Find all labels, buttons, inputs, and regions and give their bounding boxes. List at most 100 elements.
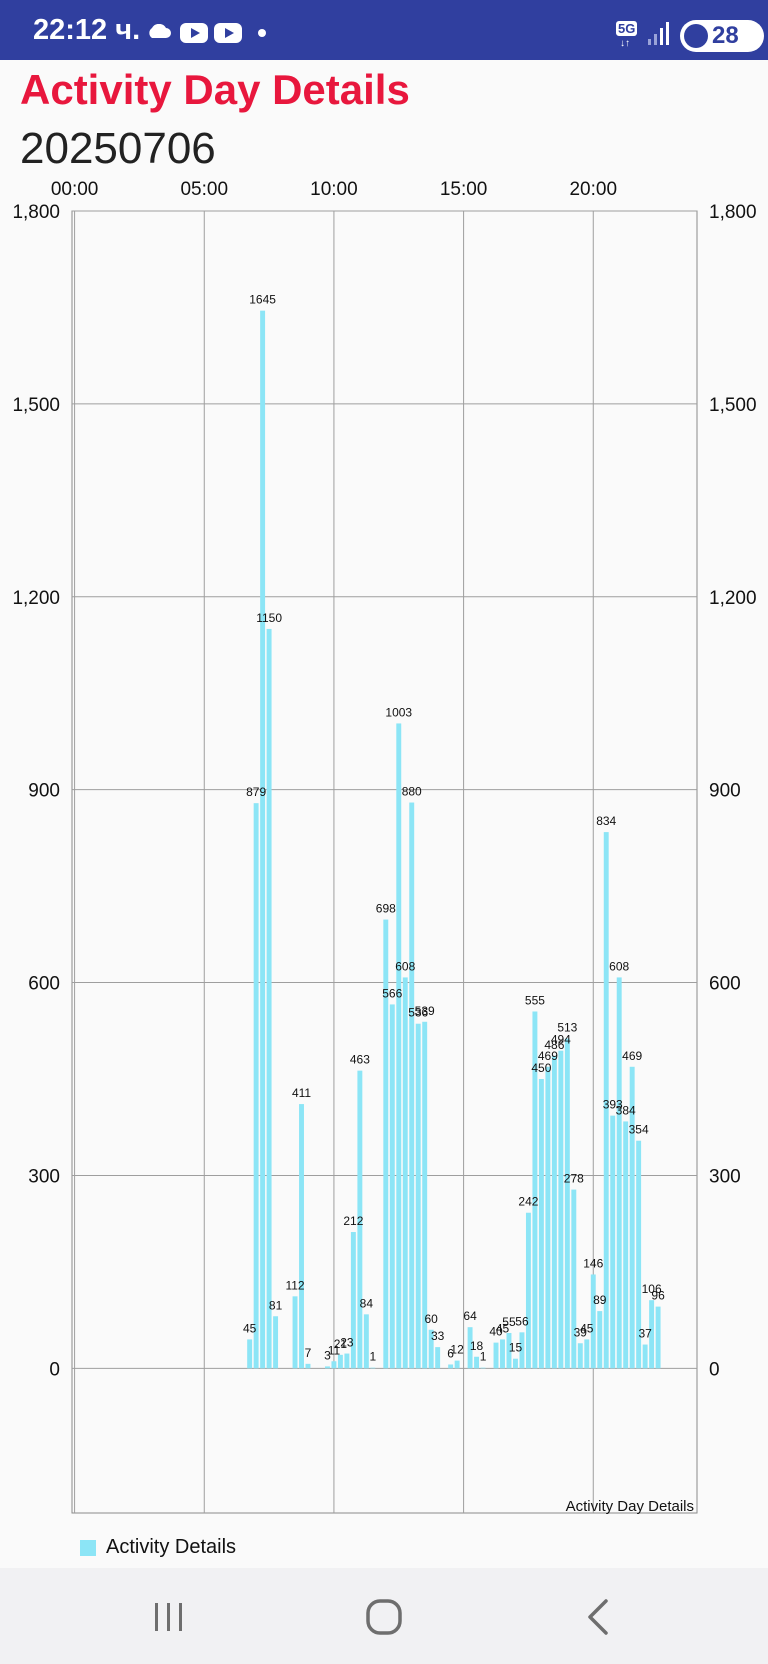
bar-value-label: 12: [450, 1343, 464, 1357]
bar-value-label: 469: [622, 1049, 642, 1063]
y-tick-label-left: 600: [28, 974, 60, 995]
bar: [363, 1314, 369, 1369]
bar: [597, 1311, 603, 1369]
recent-apps-icon[interactable]: [138, 1592, 198, 1642]
bar-value-label: 1003: [385, 705, 412, 719]
bar-value-label: 486: [544, 1038, 564, 1052]
bar-value-label: 21: [334, 1337, 348, 1351]
bar: [454, 1360, 460, 1369]
bar-value-label: 64: [463, 1309, 477, 1323]
bar-value-label: 393: [603, 1098, 623, 1112]
y-tick-label-right: 300: [709, 1166, 741, 1187]
bar: [538, 1079, 544, 1369]
bar-value-label: 112: [285, 1278, 304, 1292]
bar-value-label: 106: [642, 1282, 662, 1296]
page-title: Activity Day Details: [20, 66, 410, 113]
chart-grid: [71, 210, 698, 1514]
bar-value-label: 40: [489, 1325, 503, 1339]
bar-value-label: 469: [538, 1049, 558, 1063]
bar: [558, 1050, 564, 1369]
bar: [383, 919, 389, 1369]
bar: [623, 1121, 629, 1369]
bar: [649, 1300, 655, 1369]
bar: [389, 1004, 395, 1369]
bar-value-label: 45: [243, 1321, 257, 1335]
y-tick-label-right: 0: [709, 1359, 720, 1380]
bar: [506, 1332, 512, 1369]
x-tick-label: 15:00: [440, 179, 488, 200]
bar: [435, 1347, 441, 1369]
bar-value-label: 354: [629, 1123, 649, 1137]
bar: [513, 1358, 518, 1369]
bar: [467, 1327, 473, 1369]
bar: [564, 1038, 570, 1369]
bar-value-label: 1: [480, 1350, 487, 1364]
bar: [629, 1066, 635, 1369]
bar: [474, 1356, 480, 1369]
bar-value-label: 11: [328, 1343, 341, 1357]
bar-value-label: 608: [609, 959, 629, 973]
bar-value-label: 1645: [249, 293, 276, 307]
bar: [448, 1364, 454, 1369]
youtube-icon: [180, 23, 208, 43]
home-icon[interactable]: [354, 1592, 414, 1642]
bar: [337, 1354, 343, 1369]
bar-value-label: 566: [382, 986, 402, 1000]
y-tick-label-left: 1,800: [12, 202, 60, 223]
signal-icon: [648, 22, 669, 45]
battery-saver-icon: [684, 24, 708, 48]
bar-value-label: 494: [551, 1033, 571, 1047]
bar: [415, 1023, 421, 1369]
bar: [500, 1339, 505, 1369]
navigation-bar: [0, 1568, 768, 1664]
bar: [551, 1055, 557, 1369]
bar: [247, 1339, 253, 1369]
bar-value-label: 55: [502, 1315, 516, 1329]
bar-value-label: 3: [324, 1348, 331, 1362]
bar: [402, 977, 408, 1369]
bar-value-label: 555: [525, 993, 545, 1007]
bar: [493, 1342, 499, 1369]
bar: [525, 1212, 531, 1369]
y-tick-label-right: 900: [709, 781, 741, 802]
bar: [590, 1274, 596, 1369]
status-bar: 22:12 ч. 5G ↓↑ 28: [0, 0, 768, 60]
bar-value-label: 146: [583, 1256, 603, 1270]
bar-value-label: 536: [408, 1006, 428, 1020]
bar-value-label: 278: [564, 1172, 584, 1186]
y-tick-label-right: 1,800: [709, 202, 757, 223]
bar-value-label: 539: [415, 1004, 435, 1018]
bar-value-label: 698: [376, 902, 396, 916]
bar: [299, 1104, 304, 1369]
y-tick-label-right: 600: [709, 974, 741, 995]
bar: [571, 1189, 577, 1369]
bar-value-label: 15: [509, 1341, 523, 1355]
bar: [545, 1066, 551, 1369]
status-time: 22:12 ч.: [33, 14, 141, 46]
network-activity-icon: ↓↑: [620, 38, 630, 49]
x-tick-label: 10:00: [310, 179, 358, 200]
bar: [655, 1306, 661, 1369]
bar-value-label: 1150: [256, 611, 282, 625]
youtube-icon: [214, 23, 242, 43]
y-tick-label-left: 1,500: [12, 395, 60, 416]
bar-value-label: 242: [518, 1195, 538, 1209]
bar-value-label: 212: [343, 1214, 363, 1228]
legend-label: Activity Details: [106, 1536, 237, 1558]
y-tick-label-right: 1,200: [709, 588, 757, 609]
bar: [344, 1353, 350, 1369]
y-tick-label-left: 1,200: [12, 588, 60, 609]
page-date: 20250706: [20, 124, 216, 173]
bar: [292, 1296, 298, 1369]
bar-value-label: 84: [360, 1296, 374, 1310]
bar: [357, 1070, 363, 1369]
bar: [532, 1011, 538, 1369]
bar-value-label: 879: [246, 785, 266, 799]
bar: [396, 723, 402, 1369]
chart-axes: 0 0 300 300 600 600 900 900 1,200 1,200 1,500 1,500…: [12, 179, 756, 1380]
back-icon[interactable]: [570, 1592, 630, 1642]
bar-value-label: 96: [651, 1289, 665, 1303]
bar-value-label: 880: [402, 785, 422, 799]
chart-description: Activity Day Details: [566, 1498, 694, 1515]
bar-value-label: 1: [369, 1350, 376, 1364]
